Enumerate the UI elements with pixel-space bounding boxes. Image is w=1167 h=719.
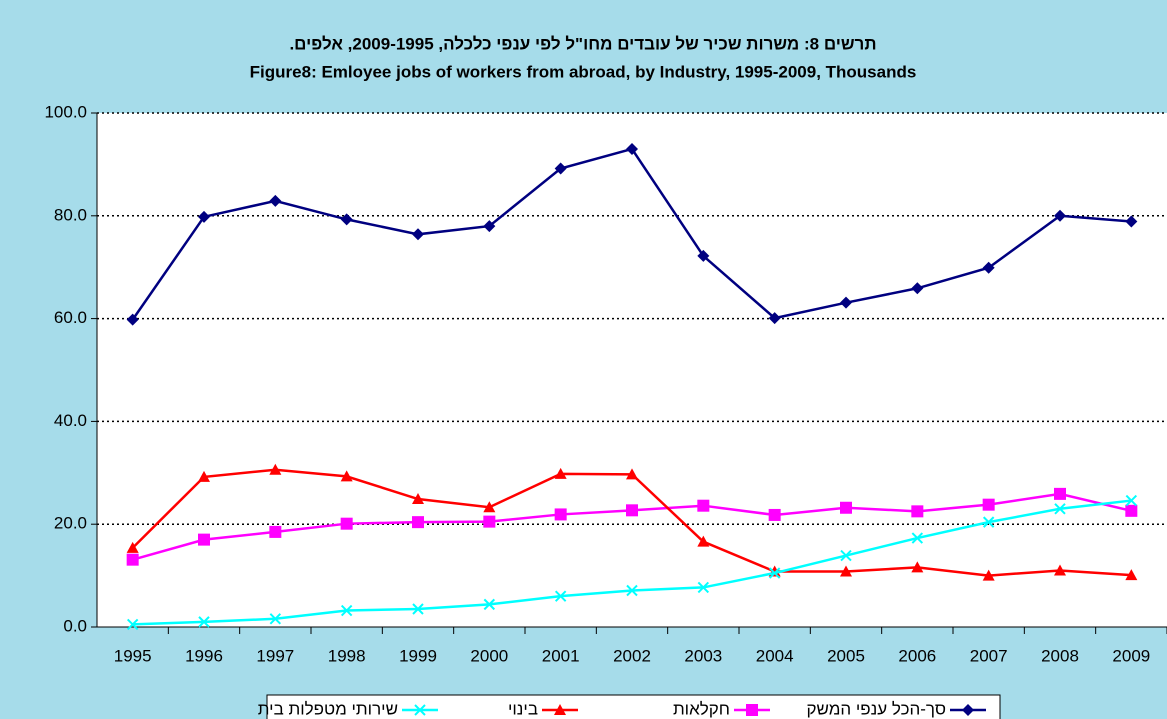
marker [697,581,710,594]
marker [911,532,924,544]
y-tick-label: 0.0 [63,616,87,635]
chart-subtitle: Figure8: Emloyee jobs of workers from ab… [250,62,917,81]
marker [269,194,282,207]
marker [1125,504,1138,517]
marker [626,504,638,517]
marker [412,493,424,505]
x-tick-label: 2004 [756,646,794,665]
legend [266,694,1001,719]
marker [982,569,995,581]
marker [340,517,353,530]
marker [554,162,567,175]
marker [198,616,210,628]
marker [840,565,852,577]
marker [840,549,852,562]
marker [911,561,924,573]
marker [1054,487,1066,500]
marker [269,613,282,625]
marker [198,533,210,546]
marker [483,220,496,233]
marker [840,296,852,309]
x-tick-label: 2009 [1112,646,1150,665]
marker [269,463,282,475]
y-tick-label: 60.0 [54,308,87,327]
x-tick-label: 2005 [827,646,865,665]
marker [768,312,781,325]
marker [911,282,924,295]
plot-area [97,113,1167,627]
marker [768,567,781,579]
marker [697,535,710,547]
marker [768,508,781,521]
marker [198,210,210,223]
marker [697,249,710,262]
marker [1054,564,1066,576]
marker [126,313,139,326]
x-tick-label: 2008 [1041,646,1079,665]
marker [982,261,995,274]
legend-marker [554,704,566,715]
marker [340,470,353,482]
marker [126,541,139,553]
marker [626,468,638,480]
x-tick-label: 2000 [470,646,508,665]
y-tick-label: 100.0 [44,102,87,121]
x-tick-label: 2002 [613,646,651,665]
marker [554,590,567,602]
legend-label: בינוי [508,699,538,718]
marker [626,584,638,597]
legend-marker [414,704,426,716]
marker [126,553,139,566]
marker [412,603,424,615]
marker [412,228,424,241]
legend-label: סך-הכל ענפי המשק [806,699,946,718]
marker [626,142,638,155]
legend-marker [962,704,974,716]
marker [269,525,282,538]
x-tick-label: 1996 [185,646,223,665]
marker [697,499,710,512]
marker [1125,494,1138,507]
y-tick-label: 40.0 [54,411,87,430]
x-tick-label: 1995 [114,646,152,665]
marker [1125,215,1138,228]
x-tick-label: 2003 [684,646,722,665]
legend-label: חקלאות [673,699,730,718]
x-tick-label: 1999 [399,646,437,665]
legend-marker [746,704,758,716]
y-tick-label: 20.0 [54,514,87,533]
marker [412,516,424,529]
marker [982,498,995,511]
x-tick-label: 2006 [898,646,936,665]
marker [1054,209,1066,222]
marker [1125,569,1138,581]
chart-title: תרשים 8: משרות שכיר של עובדים מחו"ל לפי … [289,34,876,53]
marker [483,515,496,528]
marker [198,470,210,482]
legend-label: שירותי מטפלות בית [258,699,398,718]
marker [483,501,496,513]
marker [1054,503,1066,515]
x-tick-label: 2007 [970,646,1008,665]
marker [554,508,567,521]
marker [126,618,139,631]
x-tick-label: 1997 [256,646,294,665]
marker [340,604,353,617]
marker [483,598,496,611]
x-tick-label: 2001 [542,646,580,665]
marker [840,501,852,514]
marker [340,213,353,226]
y-tick-label: 80.0 [54,205,87,224]
marker [982,516,995,528]
marker [911,505,924,518]
x-tick-label: 1998 [328,646,366,665]
marker [554,467,567,479]
